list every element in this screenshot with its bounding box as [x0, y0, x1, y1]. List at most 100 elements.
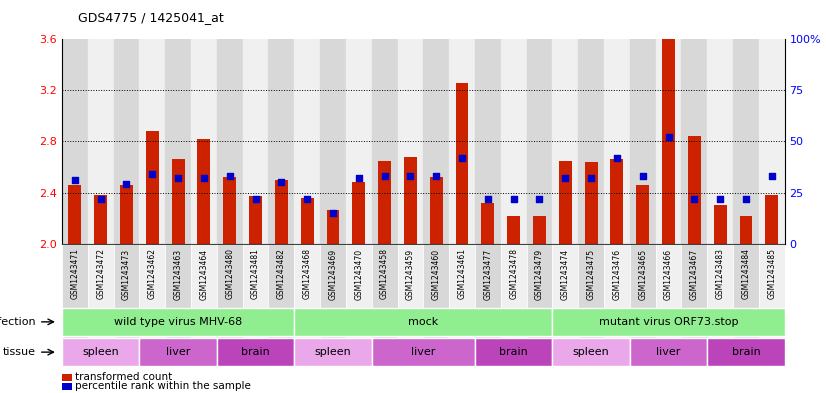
Bar: [191, 39, 216, 244]
Bar: [146, 131, 159, 244]
Bar: [397, 39, 423, 244]
Bar: [629, 338, 707, 366]
Text: brain: brain: [499, 347, 528, 357]
Bar: [739, 215, 752, 244]
Point: [507, 196, 520, 202]
Bar: [378, 161, 391, 244]
Bar: [191, 244, 216, 340]
Bar: [449, 39, 475, 244]
Text: infection: infection: [0, 317, 36, 327]
Text: GSM1243462: GSM1243462: [148, 248, 157, 299]
Bar: [275, 180, 287, 244]
Bar: [216, 338, 294, 366]
Bar: [404, 157, 417, 244]
Bar: [165, 244, 191, 340]
Bar: [475, 39, 501, 244]
Bar: [733, 244, 759, 340]
Bar: [604, 244, 629, 340]
Bar: [268, 244, 294, 340]
Text: GSM1243485: GSM1243485: [767, 248, 776, 299]
Text: liver: liver: [166, 347, 190, 357]
Bar: [759, 244, 785, 340]
Bar: [140, 244, 165, 340]
Point: [326, 210, 339, 216]
Text: GSM1243481: GSM1243481: [251, 248, 260, 299]
Point: [172, 175, 185, 182]
Bar: [423, 244, 449, 340]
Bar: [553, 338, 629, 366]
Text: GDS4775 / 1425041_at: GDS4775 / 1425041_at: [78, 11, 224, 24]
Bar: [243, 244, 268, 340]
Bar: [320, 244, 346, 340]
Bar: [526, 39, 553, 244]
Point: [223, 173, 236, 179]
Text: GSM1243475: GSM1243475: [586, 248, 596, 299]
Text: percentile rank within the sample: percentile rank within the sample: [75, 381, 251, 391]
Bar: [766, 195, 778, 244]
Bar: [578, 244, 604, 340]
Bar: [165, 39, 191, 244]
Text: GSM1243484: GSM1243484: [742, 248, 751, 299]
Text: GSM1243466: GSM1243466: [664, 248, 673, 299]
Bar: [707, 338, 785, 366]
Bar: [681, 39, 707, 244]
Text: GSM1243463: GSM1243463: [173, 248, 183, 299]
Bar: [482, 203, 494, 244]
Text: mock: mock: [408, 317, 439, 327]
Bar: [578, 39, 604, 244]
Bar: [681, 244, 707, 340]
Bar: [372, 39, 397, 244]
Bar: [707, 39, 733, 244]
Bar: [88, 244, 113, 340]
Bar: [759, 39, 785, 244]
Bar: [656, 244, 681, 340]
Point: [688, 196, 701, 202]
Bar: [604, 39, 629, 244]
Bar: [320, 39, 346, 244]
Text: transformed count: transformed count: [75, 372, 173, 382]
Text: GSM1243478: GSM1243478: [509, 248, 518, 299]
Bar: [243, 39, 268, 244]
Bar: [216, 39, 243, 244]
Point: [636, 173, 649, 179]
Text: tissue: tissue: [2, 347, 36, 357]
Point: [585, 175, 598, 182]
Bar: [69, 185, 81, 244]
Text: GSM1243467: GSM1243467: [690, 248, 699, 299]
Text: liver: liver: [657, 347, 681, 357]
Bar: [216, 244, 243, 340]
Text: spleen: spleen: [315, 347, 351, 357]
Text: GSM1243465: GSM1243465: [638, 248, 648, 299]
Point: [275, 179, 288, 185]
Bar: [585, 162, 597, 244]
Bar: [113, 39, 140, 244]
Bar: [113, 244, 140, 340]
Bar: [656, 39, 681, 244]
Text: GSM1243474: GSM1243474: [561, 248, 570, 299]
Point: [352, 175, 365, 182]
Text: GSM1243472: GSM1243472: [96, 248, 105, 299]
Bar: [688, 136, 700, 244]
Point: [533, 196, 546, 202]
Bar: [140, 338, 216, 366]
Point: [69, 177, 82, 184]
Bar: [507, 215, 520, 244]
Bar: [346, 39, 372, 244]
Bar: [501, 244, 526, 340]
Text: brain: brain: [732, 347, 761, 357]
Bar: [353, 182, 365, 244]
Text: GSM1243473: GSM1243473: [122, 248, 131, 299]
Bar: [423, 39, 449, 244]
Bar: [62, 338, 140, 366]
Text: GSM1243471: GSM1243471: [70, 248, 79, 299]
Bar: [629, 244, 656, 340]
Bar: [553, 39, 578, 244]
Bar: [372, 244, 397, 340]
Text: spleen: spleen: [572, 347, 610, 357]
Bar: [120, 185, 133, 244]
Text: GSM1243469: GSM1243469: [329, 248, 338, 299]
Bar: [636, 185, 649, 244]
Bar: [707, 244, 733, 340]
Bar: [533, 215, 546, 244]
Point: [301, 196, 314, 202]
